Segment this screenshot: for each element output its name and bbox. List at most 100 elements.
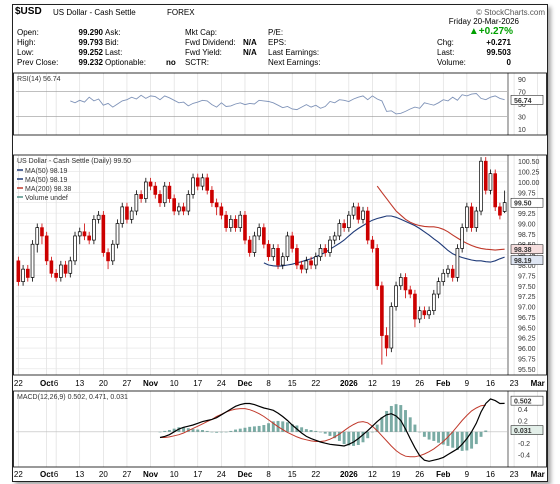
x-axis-label: 12 [368, 470, 377, 479]
ma200-last-label-box [510, 244, 544, 254]
fwd-dividend-label: Fwd Dividend: [185, 38, 236, 47]
candle-body [337, 223, 342, 237]
price-tick-label: 95.75 [518, 356, 536, 363]
candle-body [413, 293, 417, 320]
candle-body [389, 306, 394, 349]
candle-body [304, 260, 309, 270]
macd-histogram-bar [352, 431, 356, 446]
macd-histogram-bar [286, 422, 289, 432]
candle-body [450, 268, 455, 278]
histogram-last-label-box [510, 425, 544, 435]
candle-body [262, 227, 266, 245]
x-axis-label: Nov [143, 470, 159, 479]
x-axis-label: 9 [465, 470, 470, 479]
candle-body [110, 243, 115, 262]
macd-histogram-bar [441, 431, 445, 445]
macd-histogram-bar [309, 430, 313, 432]
macd-histogram-bar [205, 430, 209, 432]
x-axis-label: 23 [510, 470, 519, 479]
candle-body [276, 248, 280, 266]
macd-histogram-bar [328, 431, 332, 436]
macd-histogram-bar [300, 427, 304, 432]
macd-histogram-bar [267, 423, 271, 432]
macd-signal-line [160, 404, 486, 458]
macd-histogram-bar [319, 431, 322, 433]
legend-entry: MA(50) 98.19 [25, 177, 68, 184]
candle-body [356, 206, 361, 220]
macd-histogram-bar [474, 431, 478, 445]
ma50-last-label: 98.19 [514, 258, 532, 265]
candle-body [247, 239, 252, 253]
macd-histogram-bar [281, 421, 285, 432]
macd-histogram-bar [234, 429, 237, 432]
macd-histogram-bar [413, 424, 417, 432]
macd-histogram-bar [167, 430, 171, 432]
candle-body [115, 223, 120, 245]
macd-histogram-bar [224, 431, 228, 433]
macd-histogram-bar [342, 431, 346, 445]
price-tick-label: 98.00 [518, 263, 536, 270]
macd-histogram-bar [455, 431, 459, 450]
candle-body [68, 260, 73, 274]
x-axis-label: 17 [193, 470, 202, 479]
mkt-cap-label: Mkt Cap: [185, 28, 218, 37]
macd-histogram-bar [257, 425, 261, 432]
candle-body [144, 181, 148, 199]
macd-histogram-bar [314, 430, 318, 432]
prev-close-label: Prev Close: [17, 58, 59, 67]
x-axis-label: 19 [392, 470, 401, 479]
candle-body [299, 264, 304, 270]
ask-label: Ask: [105, 28, 121, 37]
candle-body [59, 264, 63, 278]
x-axis-label: Oct [40, 470, 54, 479]
x-axis-label: 6 [54, 470, 59, 479]
macd-histogram-bar [394, 404, 398, 432]
candle-body [332, 235, 337, 241]
candle-body [25, 268, 30, 278]
macd-histogram-bar [243, 427, 247, 432]
price-title: US Dollar - Cash Settle (Daily) 99.50 [17, 158, 131, 165]
candle-body [432, 293, 436, 312]
x-axis-label: Mar [531, 470, 545, 479]
rsi-tick-label: 90 [518, 77, 526, 84]
rsi-tick-label: 70 [518, 90, 526, 97]
rsi-line [70, 93, 505, 115]
candle-body [361, 210, 365, 220]
candle-body [252, 235, 257, 253]
price-tick-label: 100.00 [518, 180, 540, 187]
candle-body [148, 181, 153, 187]
macd-histogram-bar [158, 431, 162, 433]
candle-body [195, 177, 200, 187]
candle-body [375, 248, 379, 287]
macd-histogram-bar [219, 431, 223, 433]
macd-histogram-bar [484, 430, 488, 432]
macd-histogram-bar [375, 424, 379, 432]
last-price-label: Last: [437, 48, 455, 57]
candle-body [295, 248, 299, 266]
macd-histogram-bar [191, 429, 195, 432]
price-tick-label: 97.50 [518, 284, 536, 291]
macd-histogram-bar [337, 431, 341, 441]
legend-entry: MA(200) 98.38 [25, 186, 71, 193]
last-earnings-label: Last Earnings: [268, 48, 320, 57]
candle-body [224, 214, 228, 228]
candle-body [30, 243, 35, 278]
macd-histogram-bar [479, 431, 483, 437]
price-tick-label: 99.25 [518, 211, 536, 218]
macd-title: MACD(12,26,9) 0.502, 0.471, 0.031 [17, 394, 128, 401]
candle-body [365, 210, 370, 241]
macd-tick-label: 0.2 [518, 418, 528, 425]
candle-body [502, 202, 507, 212]
candle-body [120, 206, 125, 224]
macd-histogram-bar [404, 410, 407, 432]
histogram-last-label: 0.031 [514, 428, 532, 435]
macd-tick-label: 0.4 [518, 407, 528, 414]
candle-body [16, 260, 21, 282]
macd-histogram-bar [196, 429, 200, 432]
x-axis-label: 22 [311, 379, 320, 388]
macd-histogram-bar [437, 431, 441, 443]
optionable-label: Optionable: [105, 58, 146, 67]
price-tick-label: 99.00 [518, 221, 536, 228]
x-axis-label: 24 [217, 379, 226, 388]
low-label: Low: [17, 48, 34, 57]
